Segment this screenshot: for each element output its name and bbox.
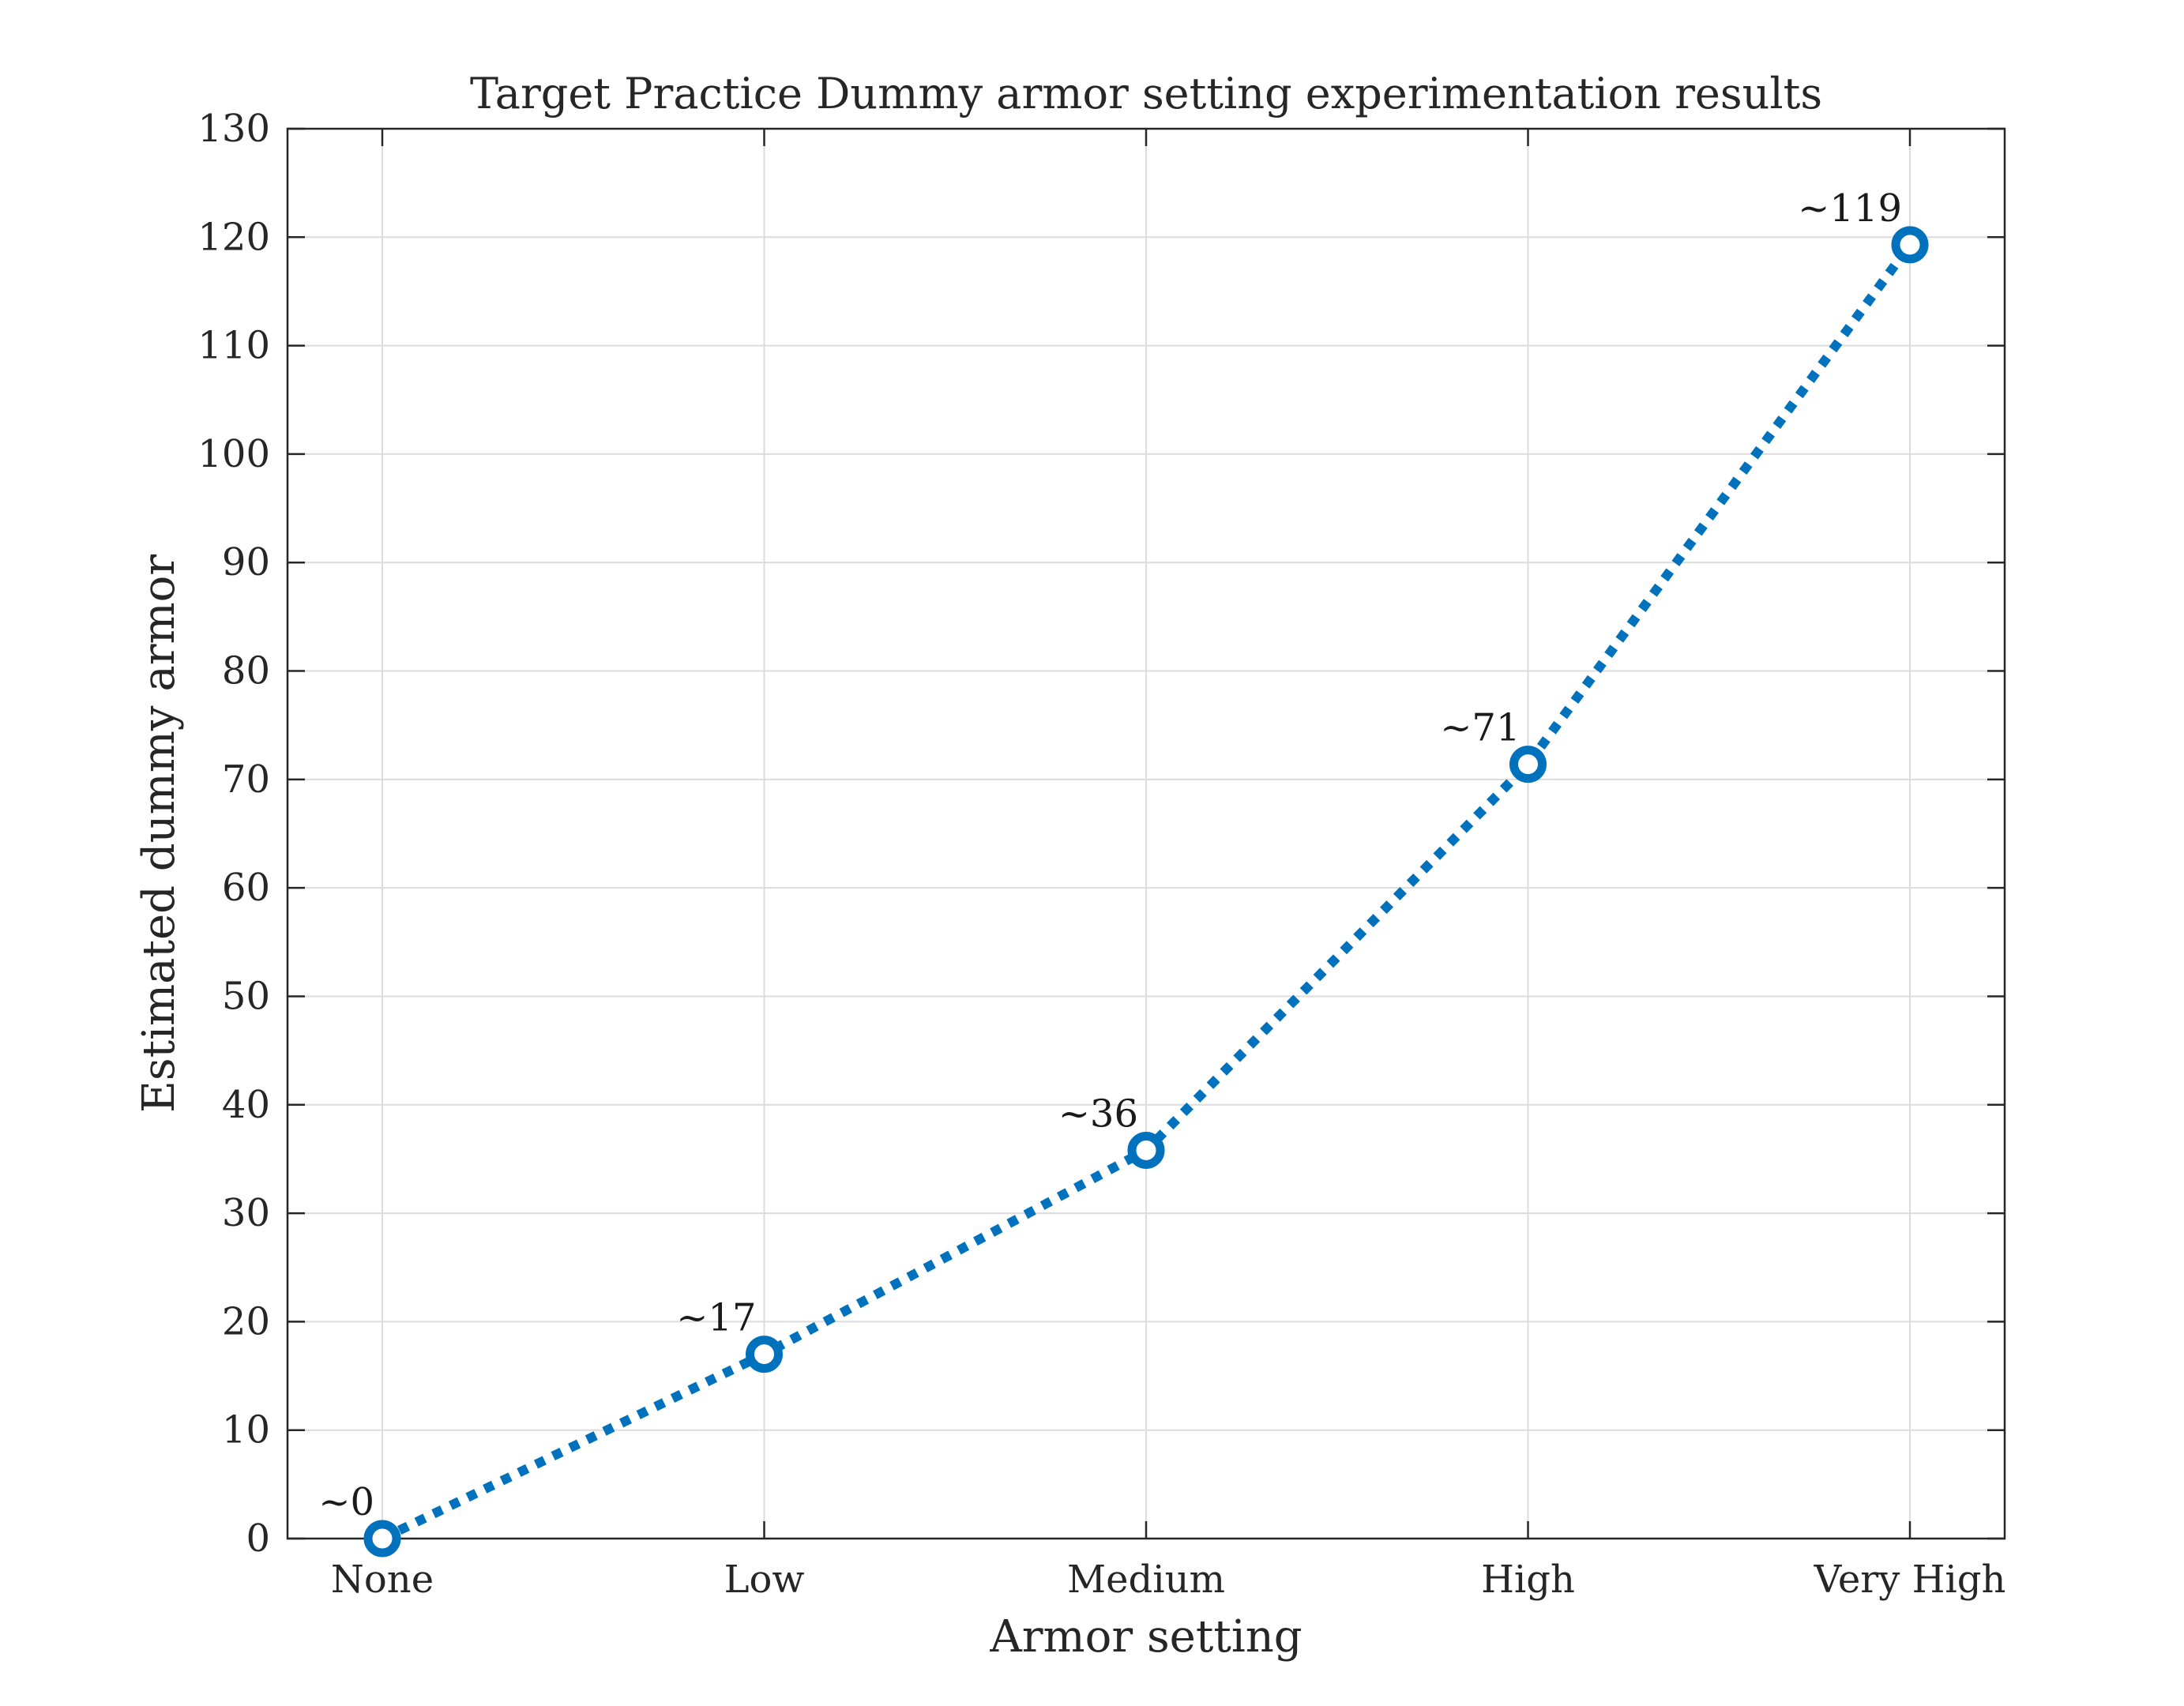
y-tick-label: 110 <box>197 324 270 368</box>
y-tick-label: 70 <box>222 757 270 802</box>
y-tick-label: 0 <box>246 1516 270 1561</box>
y-tick-label: 10 <box>222 1408 270 1452</box>
data-label: ~36 <box>1058 1092 1138 1136</box>
y-tick-label: 40 <box>222 1083 270 1127</box>
data-point <box>1127 1131 1165 1169</box>
grid <box>288 128 2005 1539</box>
data-point <box>746 1336 783 1373</box>
data-point <box>1891 226 1929 264</box>
x-axis-title: Armor setting <box>989 1611 1302 1663</box>
axes: 0 10 20 30 40 50 60 70 80 90 100 110 120 130 None Low Me… <box>197 107 2005 1602</box>
x-tick-label: Low <box>724 1558 805 1602</box>
data-label: ~119 <box>1798 186 1902 231</box>
y-tick-label: 130 <box>197 107 270 151</box>
data-point <box>363 1520 401 1558</box>
x-tick-label: None <box>331 1558 434 1602</box>
y-tick-label: 60 <box>222 866 270 910</box>
data-label: ~0 <box>318 1480 374 1524</box>
y-tick-label: 120 <box>197 215 270 259</box>
y-tick-label: 30 <box>222 1191 270 1235</box>
x-tick-label: Very High <box>1814 1558 2006 1602</box>
y-axis-title: Estimated dummy armor <box>133 554 185 1113</box>
y-tick-label: 100 <box>197 432 270 476</box>
x-tick-label: Medium <box>1067 1558 1225 1602</box>
x-tick-label: High <box>1481 1558 1575 1602</box>
data-series <box>363 226 1929 1558</box>
plot-area-border <box>286 127 2006 1540</box>
data-point <box>1509 746 1547 783</box>
data-label: ~17 <box>676 1296 756 1340</box>
y-tick-label: 20 <box>222 1299 270 1343</box>
y-tick-label: 80 <box>222 649 270 693</box>
chart-title: Target Practice Dummy armor setting expe… <box>470 69 1822 118</box>
data-labels: ~0 ~17 ~36 ~71 ~119 <box>318 186 1902 1524</box>
data-label: ~71 <box>1440 706 1520 750</box>
y-tick-label: 50 <box>222 974 270 1018</box>
y-tick-label: 90 <box>222 540 270 584</box>
